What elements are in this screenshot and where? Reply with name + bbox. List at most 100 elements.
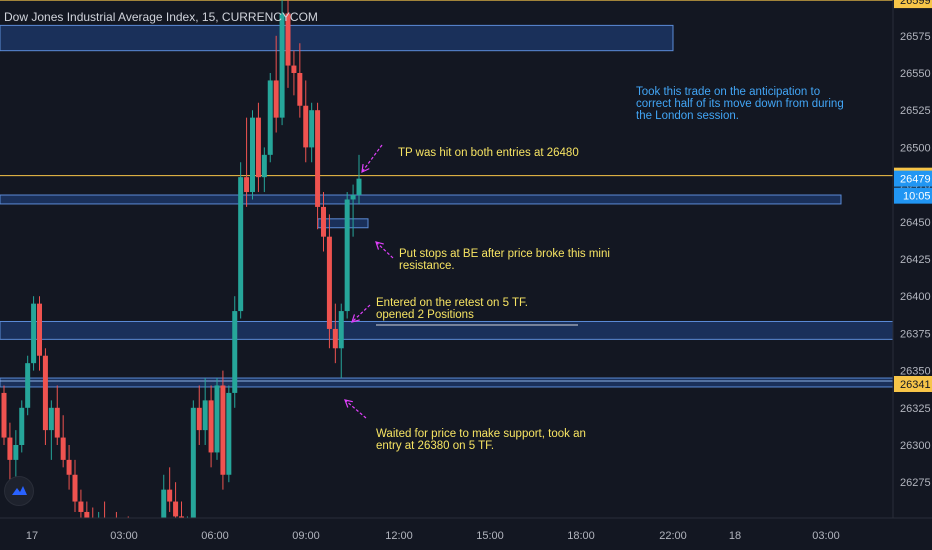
price-tag-last-bg bbox=[894, 170, 932, 187]
arrow-entry bbox=[351, 304, 371, 323]
candle-body bbox=[60, 437, 66, 460]
time-tick-label: 15:00 bbox=[476, 530, 504, 542]
candle-body bbox=[173, 501, 179, 517]
logo-mark-icon bbox=[12, 486, 27, 495]
candle-body bbox=[202, 400, 208, 431]
price-tick-label: 26550 bbox=[900, 68, 931, 80]
candle-body bbox=[250, 117, 255, 193]
price-tick-label: 26425 bbox=[900, 254, 931, 266]
price-tick-label: 26300 bbox=[900, 440, 931, 452]
time-tick-label: 18 bbox=[729, 530, 741, 542]
candle-body bbox=[238, 177, 244, 312]
arrow-support-head bbox=[344, 399, 353, 408]
countdown-bg bbox=[894, 187, 932, 204]
price-tick-label: 26500 bbox=[900, 142, 931, 154]
candle-body bbox=[54, 407, 60, 438]
price-tag-support-bg bbox=[894, 375, 932, 392]
price-tag-last: 26479 bbox=[900, 174, 931, 186]
candle-body bbox=[350, 195, 356, 200]
candle-body bbox=[285, 13, 291, 66]
time-axis bbox=[0, 518, 932, 550]
candle-body bbox=[66, 459, 72, 475]
candle-body bbox=[48, 407, 54, 431]
candle-body bbox=[208, 400, 214, 453]
price-tick-label: 26325 bbox=[900, 403, 931, 415]
time-tick-label: 17 bbox=[26, 530, 38, 542]
candle-body bbox=[13, 445, 19, 460]
candle-body bbox=[309, 110, 315, 148]
candle-body bbox=[190, 407, 196, 526]
annotation-support-entry: Waited for price to make support, took a… bbox=[376, 428, 586, 452]
annotation-entry: Entered on the retest on 5 TF. opened 2 … bbox=[376, 297, 528, 321]
candle-body bbox=[25, 363, 31, 408]
price-tick-label: 26525 bbox=[900, 105, 931, 117]
candle-body bbox=[315, 110, 321, 207]
candle-body bbox=[220, 385, 226, 475]
time-tick-label: 12:00 bbox=[385, 530, 413, 542]
arrow-tp-head bbox=[361, 163, 370, 174]
candle-body bbox=[232, 311, 238, 393]
arrow-tp bbox=[361, 144, 383, 173]
candle-body bbox=[31, 303, 37, 364]
candle-body bbox=[261, 154, 267, 178]
price-tick-label: 26275 bbox=[900, 477, 931, 489]
annotation-trade-rationale: Took this trade on the anticipation to c… bbox=[636, 86, 844, 122]
countdown-label: 10:05 bbox=[903, 191, 931, 203]
price-tag-top: 26599 bbox=[900, 0, 931, 7]
candle-body bbox=[338, 311, 344, 349]
candle-body bbox=[72, 474, 78, 502]
candle-body bbox=[7, 437, 13, 460]
candle-body bbox=[214, 385, 220, 453]
time-tick-label: 06:00 bbox=[201, 530, 229, 542]
time-tick-label: 09:00 bbox=[292, 530, 320, 542]
candle-body bbox=[291, 65, 297, 73]
time-tick-label: 22:00 bbox=[659, 530, 687, 542]
entry-zone bbox=[0, 320, 894, 340]
candle-body bbox=[161, 489, 167, 542]
tradingview-logo-icon[interactable] bbox=[4, 476, 34, 506]
candle-body bbox=[255, 117, 261, 178]
candle-body bbox=[344, 199, 350, 312]
price-tick-label: 26575 bbox=[900, 31, 931, 43]
price-tick-label: 26450 bbox=[900, 217, 931, 229]
support-zone bbox=[0, 377, 894, 388]
candle-body bbox=[167, 489, 173, 502]
candle-body bbox=[321, 206, 326, 237]
annotation-tp-hit: TP was hit on both entries at 26480 bbox=[398, 147, 579, 159]
candle-body bbox=[78, 501, 84, 512]
candle-body bbox=[42, 355, 48, 431]
price-axis bbox=[893, 0, 932, 550]
arrow-breakeven bbox=[375, 241, 394, 259]
chart-title: Dow Jones Industrial Average Index, 15, … bbox=[4, 10, 318, 24]
price-tick-label: 26400 bbox=[900, 291, 931, 303]
arrow-entry-head bbox=[351, 314, 360, 323]
candle-body bbox=[19, 407, 25, 445]
time-tick-label: 03:00 bbox=[812, 530, 840, 542]
time-tick-label: 03:00 bbox=[110, 530, 138, 542]
arrow-support bbox=[344, 399, 367, 419]
candle-body bbox=[297, 73, 303, 106]
upper-zone bbox=[0, 24, 674, 52]
price-tag-support: 26341 bbox=[900, 379, 931, 391]
candle-body bbox=[303, 105, 309, 148]
candle-body bbox=[267, 80, 273, 155]
candle-body bbox=[84, 511, 90, 520]
candle-body bbox=[326, 236, 332, 329]
candle-body bbox=[1, 392, 7, 438]
time-tick-label: 18:00 bbox=[567, 530, 595, 542]
price-tick-label: 26375 bbox=[900, 328, 931, 340]
candle-body bbox=[196, 407, 202, 431]
candle-body bbox=[37, 303, 42, 356]
candle-body bbox=[273, 80, 279, 118]
price-tag-top-bg bbox=[894, 0, 932, 9]
mid-zone bbox=[0, 194, 842, 205]
candle-body bbox=[356, 178, 362, 196]
candle-body bbox=[332, 328, 338, 349]
arrow-breakeven-head bbox=[375, 241, 384, 250]
candle-body bbox=[226, 392, 232, 475]
candle-body bbox=[244, 177, 250, 193]
price-tick-label: 26350 bbox=[900, 366, 931, 378]
candle-body bbox=[279, 13, 285, 118]
